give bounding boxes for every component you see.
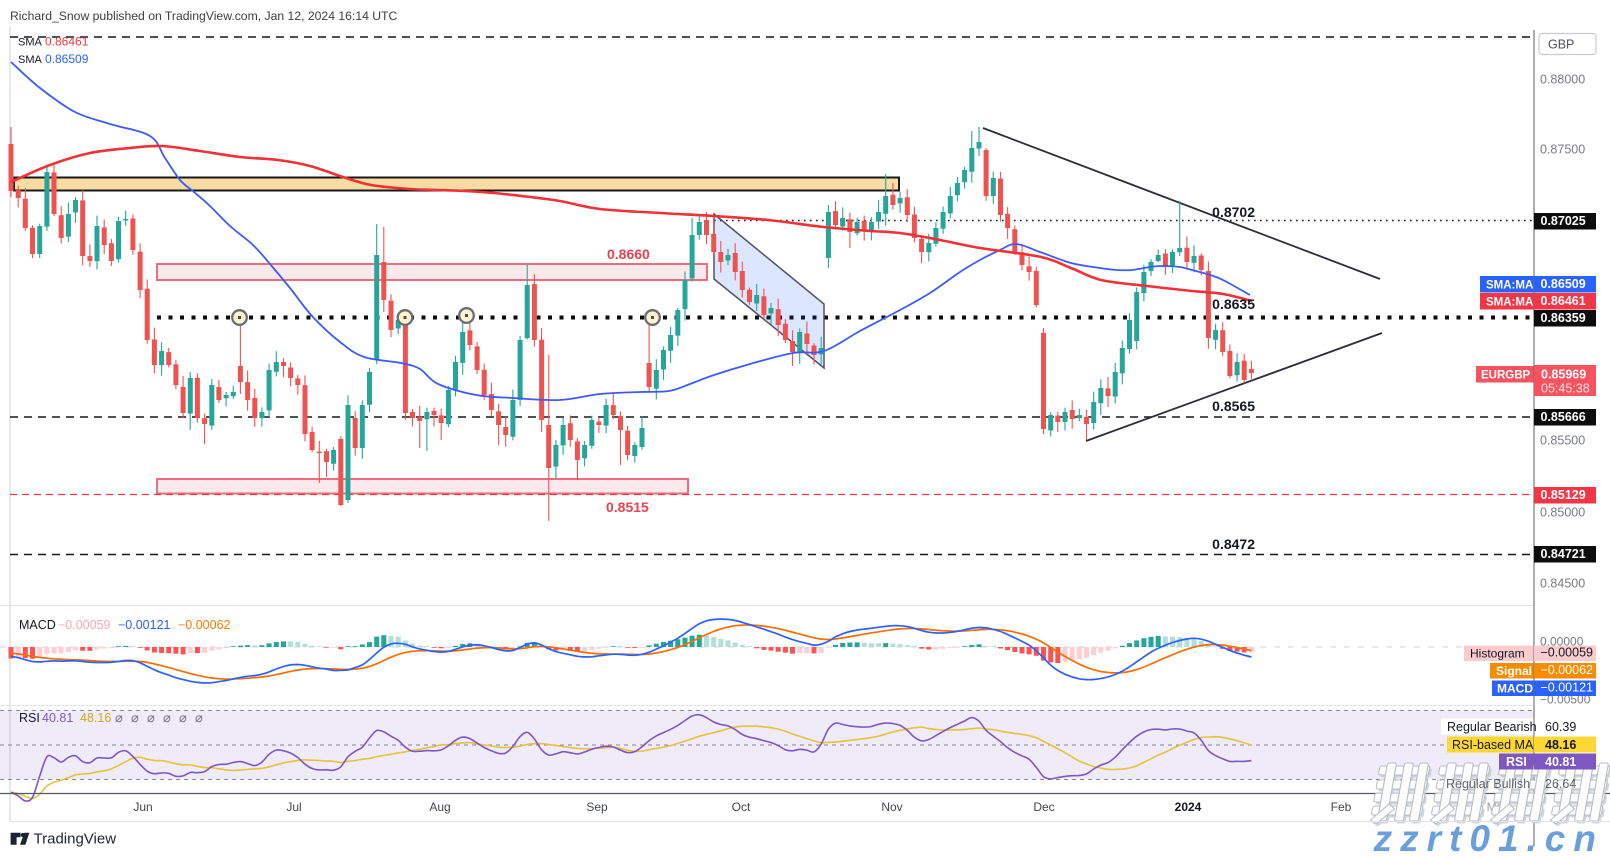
svg-text:0.8565: 0.8565 [1212, 398, 1255, 414]
svg-text:⌀: ⌀ [115, 710, 123, 725]
svg-text:0.8660: 0.8660 [607, 246, 650, 262]
svg-text:MACD: MACD [19, 618, 56, 632]
svg-text:RSI: RSI [19, 711, 40, 725]
svg-text:0.85666: 0.85666 [1541, 410, 1586, 424]
svg-text:Regular Bullish: Regular Bullish [1446, 777, 1530, 791]
svg-text:Regular Bearish: Regular Bearish [1447, 720, 1537, 734]
svg-text:Jul: Jul [286, 800, 301, 814]
svg-text:Histogram: Histogram [1470, 647, 1525, 661]
svg-text:0.00000: 0.00000 [1540, 635, 1584, 649]
svg-text:26.64: 26.64 [1545, 777, 1576, 791]
svg-text:TradingView: TradingView [34, 831, 117, 848]
svg-text:0.84500: 0.84500 [1540, 577, 1585, 591]
svg-text:−0.00062: −0.00062 [178, 618, 231, 632]
svg-text:Dec: Dec [1033, 800, 1054, 814]
svg-text:0.86509: 0.86509 [45, 52, 89, 66]
svg-text:SMA: SMA [18, 37, 43, 49]
svg-text:0.8472: 0.8472 [1212, 536, 1255, 552]
svg-text:40.81: 40.81 [1545, 755, 1576, 769]
svg-text:0.86359: 0.86359 [1541, 311, 1586, 325]
svg-text:⌀: ⌀ [195, 710, 203, 725]
svg-text:48.16: 48.16 [80, 711, 111, 725]
svg-text:⌀: ⌀ [131, 710, 139, 725]
svg-text:−0.00059: −0.00059 [1541, 646, 1594, 660]
svg-text:Aug: Aug [429, 800, 450, 814]
svg-text:0.85500: 0.85500 [1540, 434, 1585, 448]
svg-text:Oct: Oct [732, 800, 751, 814]
svg-text:60.39: 60.39 [1545, 720, 1576, 734]
svg-text:SMA: SMA [18, 54, 43, 66]
svg-text:−0.00059: −0.00059 [58, 618, 111, 632]
svg-text:2024: 2024 [1175, 800, 1202, 814]
svg-text:Jun: Jun [133, 800, 152, 814]
svg-text:48.16: 48.16 [1545, 738, 1576, 752]
svg-text:⌀: ⌀ [147, 710, 155, 725]
svg-text:0.8702: 0.8702 [1212, 204, 1255, 220]
svg-text:RSI: RSI [1506, 755, 1527, 769]
svg-text:0.85000: 0.85000 [1540, 506, 1585, 520]
svg-text:0.86461: 0.86461 [1541, 294, 1586, 308]
svg-text:0.85129: 0.85129 [1541, 488, 1586, 502]
svg-text:EURGBP: EURGBP [1481, 370, 1531, 382]
svg-text:40.81: 40.81 [42, 711, 73, 725]
svg-text:0.86461: 0.86461 [45, 35, 89, 49]
svg-text:MACD: MACD [1497, 682, 1533, 696]
svg-text:0.84721: 0.84721 [1541, 547, 1586, 561]
svg-text:0.86509: 0.86509 [1541, 277, 1586, 291]
svg-text:Sep: Sep [586, 800, 608, 814]
svg-text:0.8635: 0.8635 [1212, 296, 1255, 312]
svg-text:Signal: Signal [1496, 664, 1532, 678]
svg-text:Richard_Snow published on Trad: Richard_Snow published on TradingView.co… [10, 9, 398, 23]
svg-text:⌀: ⌀ [163, 710, 171, 725]
svg-text:0.88000: 0.88000 [1540, 73, 1585, 87]
svg-text:SMA:MA: SMA:MA [1486, 280, 1533, 292]
svg-text:0.87500: 0.87500 [1540, 143, 1585, 157]
svg-text:zzrt01.cn: zzrt01.cn [1373, 818, 1604, 857]
svg-text:0.85969: 0.85969 [1541, 368, 1586, 382]
svg-text:0.8515: 0.8515 [606, 499, 649, 515]
svg-text:SMA:MA: SMA:MA [1486, 297, 1533, 309]
svg-text:05:45:38: 05:45:38 [1541, 382, 1590, 396]
svg-text:0.87025: 0.87025 [1541, 214, 1586, 228]
svg-text:Feb: Feb [1331, 800, 1352, 814]
svg-text:Nov: Nov [881, 800, 902, 814]
svg-text:−0.00121: −0.00121 [118, 618, 171, 632]
svg-text:−0.00062: −0.00062 [1541, 663, 1594, 677]
svg-text:⌀: ⌀ [179, 710, 187, 725]
svg-text:−0.00121: −0.00121 [1541, 681, 1594, 695]
svg-text:GBP: GBP [1548, 38, 1574, 52]
svg-text:RSI-based MA: RSI-based MA [1452, 738, 1534, 752]
